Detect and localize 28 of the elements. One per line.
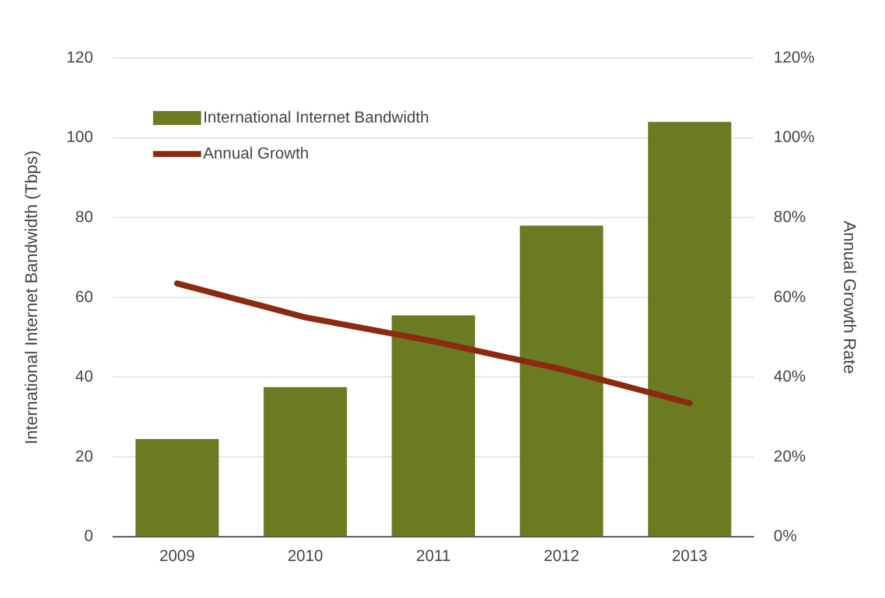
- x-tick-label: 2012: [544, 548, 580, 565]
- y-tick-label: 80: [75, 209, 94, 226]
- legend-label: International Internet Bandwidth: [203, 109, 430, 126]
- y-tick-label: 60: [75, 288, 94, 306]
- y2-tick-label: 80%: [774, 209, 806, 226]
- bar: [392, 315, 476, 536]
- x-tick-label: 2009: [159, 548, 196, 565]
- y2-tick-label: 0%: [774, 528, 797, 546]
- legend-label: Annual Growth: [203, 145, 309, 162]
- x-tick-label: 2011: [416, 548, 451, 565]
- y-tick-label: 0: [84, 528, 94, 546]
- bar: [648, 122, 732, 536]
- x-tick-label: 2010: [287, 548, 324, 565]
- y2-tick-label: 120%: [774, 49, 815, 66]
- x-tick-label: 2013: [672, 548, 708, 565]
- y-tick-label: 120: [66, 49, 94, 66]
- bar: [264, 387, 347, 536]
- y2-tick-label: 60%: [774, 288, 806, 306]
- y-tick-label: 100: [66, 129, 94, 146]
- y2-tick-label: 20%: [774, 448, 806, 466]
- y2-axis-title: Annual Growth Rate: [840, 220, 860, 374]
- y-tick-label: 20: [75, 448, 94, 466]
- bar: [520, 226, 604, 536]
- y2-tick-label: 40%: [774, 368, 806, 386]
- y2-tick-label: 100%: [774, 129, 815, 146]
- bar: [136, 439, 219, 536]
- y-tick-label: 40: [75, 368, 94, 386]
- y-axis-title: International Internet Bandwidth (Tbps): [22, 150, 41, 444]
